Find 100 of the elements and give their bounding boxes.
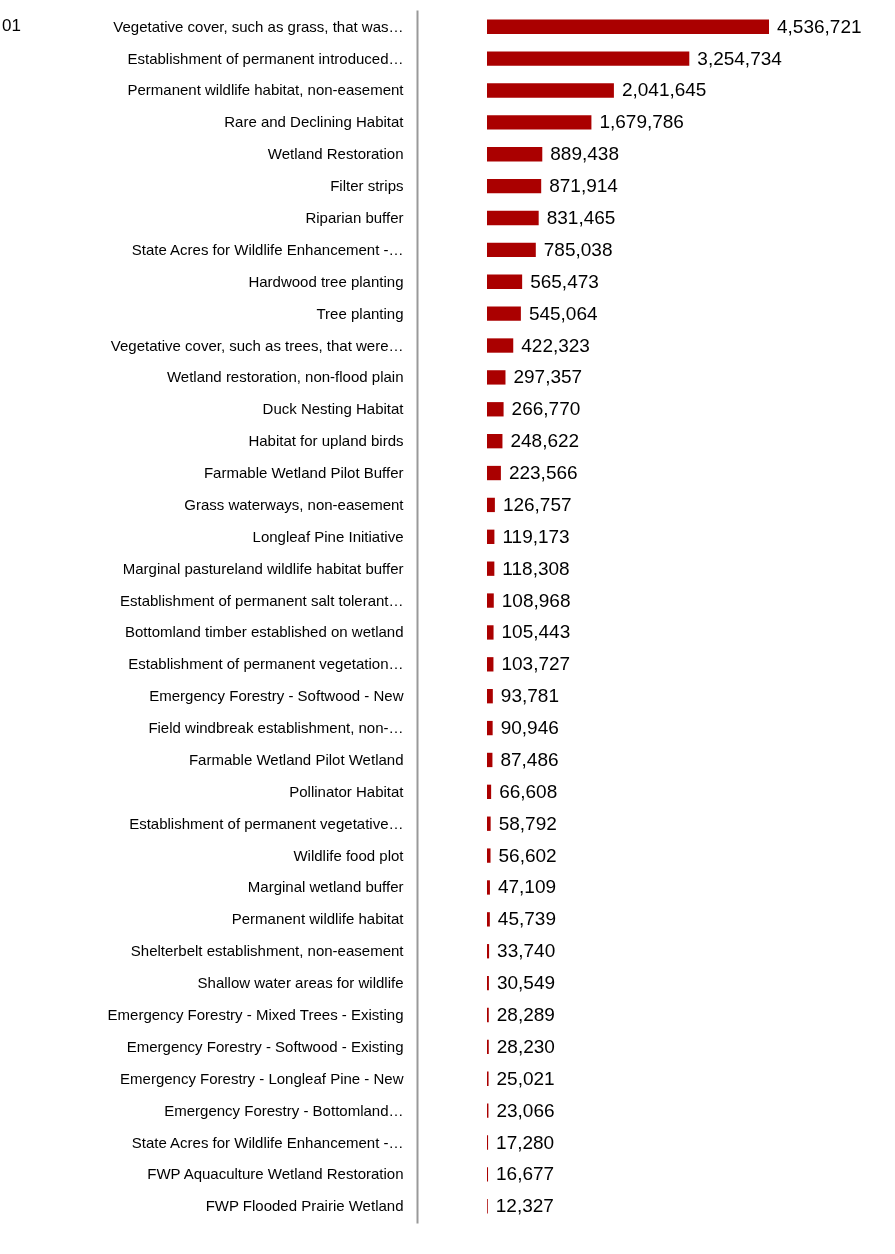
bar: [487, 720, 493, 736]
data-label: 47,109: [497, 876, 557, 898]
data-label: 422,323: [521, 334, 590, 356]
bar: [487, 370, 506, 385]
y-tick-label: State Acres for Wildlife Enhancement -…: [131, 1133, 404, 1151]
data-label: 545,064: [528, 302, 598, 324]
y-tick-label: Rare and Declining Habitat: [224, 113, 405, 131]
y-tick-label: Permanent wildlife habitat, non-easement: [127, 81, 405, 99]
data-label: 118,308: [502, 557, 570, 579]
bar: [487, 529, 495, 544]
bar: [487, 784, 492, 800]
data-label: 28,289: [496, 1003, 555, 1025]
data-label: 16,677: [496, 1163, 555, 1185]
bar: [487, 912, 490, 927]
y-tick-label: Longleaf Pine Initiative: [252, 527, 404, 545]
y-tick-label: Pollinator Habitat: [289, 782, 405, 800]
y-tick-label: Emergency Forestry - Softwood - New: [149, 687, 404, 705]
y-tick-label: FWP Flooded Prairie Wetland: [205, 1197, 404, 1215]
data-label: 297,357: [513, 366, 583, 388]
bar: [487, 433, 503, 449]
data-label: 1,679,786: [599, 111, 684, 133]
y-tick-label: Marginal pastureland wildlife habitat buffer: [122, 559, 404, 577]
bar: [487, 689, 493, 704]
bar: [487, 593, 494, 608]
bar: [487, 147, 543, 162]
bar: [487, 402, 504, 417]
bar: [487, 210, 539, 226]
bar: [487, 19, 769, 34]
data-label: 93,781: [500, 685, 559, 707]
data-label: 45,739: [497, 908, 556, 930]
bar: [487, 178, 542, 194]
bar: [487, 880, 490, 895]
bar: [487, 944, 490, 959]
data-label: 28,230: [496, 1035, 555, 1057]
data-label: 2,041,645: [621, 79, 707, 101]
y-tick-label: FWP Aquaculture Wetland Restoration: [147, 1165, 404, 1183]
y-tick-label: Establishment of permanent vegetation…: [128, 655, 404, 673]
data-label: 871,914: [549, 175, 619, 197]
data-label: 126,757: [502, 493, 572, 515]
bar: [487, 625, 494, 640]
data-label: 3,254,734: [697, 47, 783, 69]
data-label: 4,536,721: [777, 15, 862, 37]
data-label: 87,486: [500, 748, 559, 770]
y-tick-label: Establishment of permanent vegetative…: [129, 814, 404, 832]
data-label: 108,968: [501, 589, 571, 611]
data-label: 25,021: [496, 1067, 555, 1089]
bar: [487, 465, 501, 481]
y-tick-label: Farmable Wetland Pilot Buffer: [203, 464, 404, 482]
y-tick-label: Wetland Restoration: [267, 145, 404, 163]
data-label: 565,473: [530, 270, 599, 292]
data-label: 17,280: [496, 1131, 555, 1153]
data-label: 30,549: [496, 972, 556, 994]
y-tick-label: Farmable Wetland Pilot Wetland: [188, 750, 404, 768]
data-label: 90,946: [500, 717, 559, 739]
data-label: 889,438: [550, 143, 619, 165]
y-tick-label: Riparian buffer: [305, 209, 404, 227]
y-tick-label: Establishment of permanent introduced…: [127, 49, 404, 67]
data-label: 66,608: [499, 780, 558, 802]
y-tick-label: Bottomland timber established on wetland: [125, 623, 404, 641]
bar: [487, 561, 495, 576]
y-tick-label: Habitat for upland birds: [248, 432, 404, 450]
data-label: 119,173: [502, 525, 570, 547]
data-label: 103,727: [501, 653, 571, 675]
y-tick-label: Marginal wetland buffer: [247, 878, 404, 896]
data-label: 33,740: [497, 940, 556, 962]
bar: [487, 51, 690, 66]
data-label: 248,622: [510, 430, 580, 452]
data-label: 58,792: [498, 812, 557, 834]
data-label: 266,770: [511, 398, 581, 420]
y-tick-label: Vegetative cover, such as trees, that were…: [110, 336, 404, 354]
y-tick-label: Wildlife food plot: [293, 846, 405, 864]
y-tick-label: State Acres for Wildlife Enhancement -…: [131, 240, 404, 258]
y-tick-label: Shelterbelt establishment, non-easement: [130, 942, 405, 960]
y-tick-label: Hardwood tree planting: [248, 272, 404, 290]
text: 01: [2, 16, 21, 35]
bar: [487, 657, 494, 672]
data-label: 23,066: [496, 1099, 555, 1121]
y-tick-label: Vegetative cover, such as grass, that was…: [113, 17, 404, 35]
bar: [487, 338, 514, 353]
y-tick-label: Tree planting: [316, 304, 404, 322]
data-label: 56,602: [498, 844, 557, 866]
y-tick-label: Filter strips: [330, 177, 404, 195]
y-tick-label: Duck Nesting Habitat: [262, 400, 405, 418]
bar: [487, 752, 493, 768]
bar: [487, 274, 523, 289]
bar: [487, 115, 592, 130]
y-tick-label: Grass waterways, non-easement: [184, 495, 405, 513]
y-tick-label: Wetland restoration, non-flood plain: [166, 368, 404, 386]
y-tick-label: Emergency Forestry - Softwood - Existing: [126, 1037, 404, 1055]
bar: [487, 242, 536, 258]
y-tick-label: Shallow water areas for wildlife: [197, 974, 404, 992]
y-tick-label: Emergency Forestry - Bottomland…: [164, 1101, 404, 1119]
data-label: 223,566: [508, 462, 578, 484]
y-tick-label: Establishment of permanent salt tolerant…: [120, 591, 404, 609]
y-tick-label: Emergency Forestry - Mixed Trees - Existing: [107, 1005, 404, 1023]
data-label: 831,465: [546, 207, 616, 229]
bar: [487, 497, 495, 513]
data-label: 785,038: [543, 238, 613, 260]
y-tick-label: Emergency Forestry - Longleaf Pine - New: [120, 1069, 404, 1087]
bar: [487, 848, 491, 863]
